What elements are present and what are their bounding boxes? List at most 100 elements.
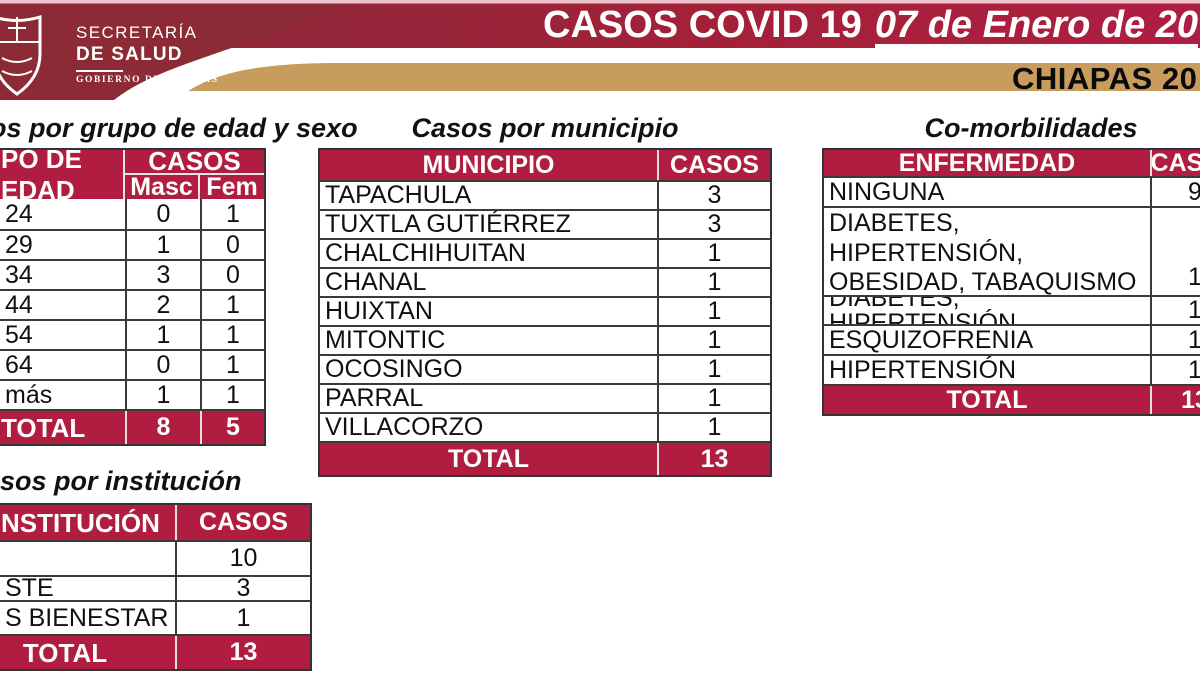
masc-value-cell: 1 [125, 231, 200, 259]
masc-value-cell: 0 [125, 199, 200, 229]
cases-header: CASOS [125, 146, 264, 176]
header-banner: SECRETARÍA DE SALUD GOBIERNO DE CHIAPAS … [0, 0, 1200, 106]
enfermedad-cell: DIABETES, HIPERTENSIÓN, OBESIDAD, TABAQU… [829, 209, 1137, 295]
cases-header: CASOS [175, 505, 310, 540]
table-row: ESQUIZOFRENIA 1 [824, 324, 1200, 354]
fem-value-cell: 1 [200, 291, 264, 319]
municipio-cell: HUIXTAN [325, 298, 433, 325]
cases-cell: 1 [657, 240, 770, 267]
fem-value-cell: 0 [200, 231, 264, 259]
age-table-title: os por grupo de edad y sexo [0, 113, 358, 143]
enfermedad-cell: HIPERTENSIÓN [829, 356, 1017, 384]
banner-title: CASOS COVID 19 07 de Enero de 20 [543, 2, 1199, 48]
banner-background [0, 0, 1200, 100]
masc-value-cell: 3 [125, 261, 200, 289]
table-row: DIABETES, HIPERTENSIÓN, OBESIDAD, TABAQU… [824, 206, 1200, 295]
age-group-cell: 29 [5, 231, 33, 259]
municipio-header: MUNICIPIO [422, 150, 555, 179]
table-header-row: ENFERMEDAD CASOS [824, 150, 1200, 176]
masc-header: Masc [125, 173, 200, 201]
cases-cell: 1 [1150, 356, 1200, 384]
total-value-cell: 13 [1150, 386, 1200, 414]
logo-gobierno-label: GOBIERNO DE CHIAPAS [76, 75, 219, 85]
institucion-cell [0, 542, 175, 575]
logo-divider [76, 70, 123, 72]
municipio-table-title: Casos por municipio [411, 113, 679, 143]
table-row: HUIXTAN 1 [320, 296, 770, 325]
enfermedad-cell: NINGUNA [829, 178, 945, 206]
age-group-header: PO DE EDAD [0, 144, 125, 205]
table-header-row: NSTITUCIÓN CASOS [0, 505, 310, 540]
age-group-cell: 34 [5, 261, 33, 289]
cases-cell: 1 [657, 385, 770, 412]
age-group-cell: 24 [5, 199, 33, 228]
table-row: CHALCHIHUITAN 1 [320, 238, 770, 267]
municipio-cell: TAPACHULA [325, 182, 472, 209]
institucion-table-title: sos por institución [0, 466, 242, 496]
table-row: 34 3 0 [0, 259, 264, 289]
table-row: DIABETES, HIPERTENSIÓN 1 [824, 295, 1200, 324]
total-value-cell: 13 [657, 443, 770, 475]
total-row: TOTAL 13 [0, 634, 310, 669]
banner-date: 07 de Enero de 20 [874, 4, 1199, 48]
table-row: 54 1 1 [0, 319, 264, 349]
logo-block [0, 0, 350, 100]
cases-cell: 10 [175, 542, 310, 575]
age-sex-table: PO DE EDAD CASOS Masc Fem 24 0 1 29 1 0 … [0, 144, 266, 446]
fem-value-cell: 1 [200, 351, 264, 379]
cases-cell: 1 [657, 414, 770, 441]
banner-title-main: CASOS COVID 19 [543, 4, 862, 46]
comorbilidades-table-title: Co-morbilidades [924, 113, 1138, 143]
table-header-row: MUNICIPIO CASOS [320, 150, 770, 180]
total-label: TOTAL [1, 412, 86, 443]
enfermedad-cell: ESQUIZOFRENIA [829, 326, 1034, 354]
age-table-header: PO DE EDAD CASOS Masc Fem [0, 144, 264, 205]
cases-header: CASOS [657, 150, 770, 180]
table-row: 44 2 1 [0, 289, 264, 319]
masc-value-cell: 1 [125, 381, 200, 409]
municipio-cell: OCOSINGO [325, 356, 463, 383]
total-row: TOTAL 8 5 [0, 409, 264, 444]
municipio-cell: PARRAL [325, 385, 424, 412]
cases-cell: 1 [657, 298, 770, 325]
age-group-cell: 44 [5, 291, 33, 319]
cases-cell: 3 [657, 182, 770, 209]
table-row: 29 1 0 [0, 229, 264, 259]
table-row: 64 0 1 [0, 349, 264, 379]
age-group-cell: más [5, 381, 53, 409]
fem-value-cell: 1 [200, 199, 264, 229]
institucion-cell: STE [5, 577, 54, 600]
institucion-table: NSTITUCIÓN CASOS 10 STE 3 S BIENESTAR 1 … [0, 503, 312, 671]
municipio-cell: CHANAL [325, 269, 427, 296]
cases-cell: 1 [1150, 297, 1200, 324]
cases-cell: 1 [175, 602, 310, 634]
table-row: NINGUNA 9 [824, 176, 1200, 206]
total-fem-cell: 5 [200, 411, 264, 444]
total-label: TOTAL [946, 386, 1028, 414]
masc-value-cell: 1 [125, 321, 200, 349]
age-group-cell: 54 [5, 321, 33, 349]
banner-subtitle: CHIAPAS 20 [1012, 61, 1198, 96]
municipio-cell: MITONTIC [325, 327, 446, 354]
institucion-header: NSTITUCIÓN [1, 507, 160, 538]
total-masc-cell: 8 [125, 411, 200, 444]
fem-value-cell: 1 [200, 321, 264, 349]
logo-salud-label: DE SALUD [76, 44, 183, 65]
cases-cell: 3 [657, 211, 770, 238]
cases-cell: 9 [1150, 178, 1200, 206]
table-row: VILLACORZO 1 [320, 412, 770, 441]
fem-value-cell: 0 [200, 261, 264, 289]
total-row: TOTAL 13 [320, 441, 770, 475]
comorbilidades-table: ENFERMEDAD CASOS NINGUNA 9 DIABETES, HIP… [822, 148, 1200, 416]
logo-text: SECRETARÍA DE SALUD GOBIERNO DE CHIAPAS [76, 23, 219, 85]
cases-cell: 1 [1150, 208, 1200, 295]
table-row: CHANAL 1 [320, 267, 770, 296]
table-row: S BIENESTAR 1 [0, 600, 310, 634]
fem-header: Fem [206, 172, 258, 201]
total-label: TOTAL [447, 444, 529, 473]
logo-secretaria-label: SECRETARÍA [76, 23, 198, 42]
table-row: MITONTIC 1 [320, 325, 770, 354]
table-row: HIPERTENSIÓN 1 [824, 354, 1200, 384]
enfermedad-cell: DIABETES, HIPERTENSIÓN [829, 297, 1017, 324]
table-row: 24 0 1 [0, 199, 264, 229]
